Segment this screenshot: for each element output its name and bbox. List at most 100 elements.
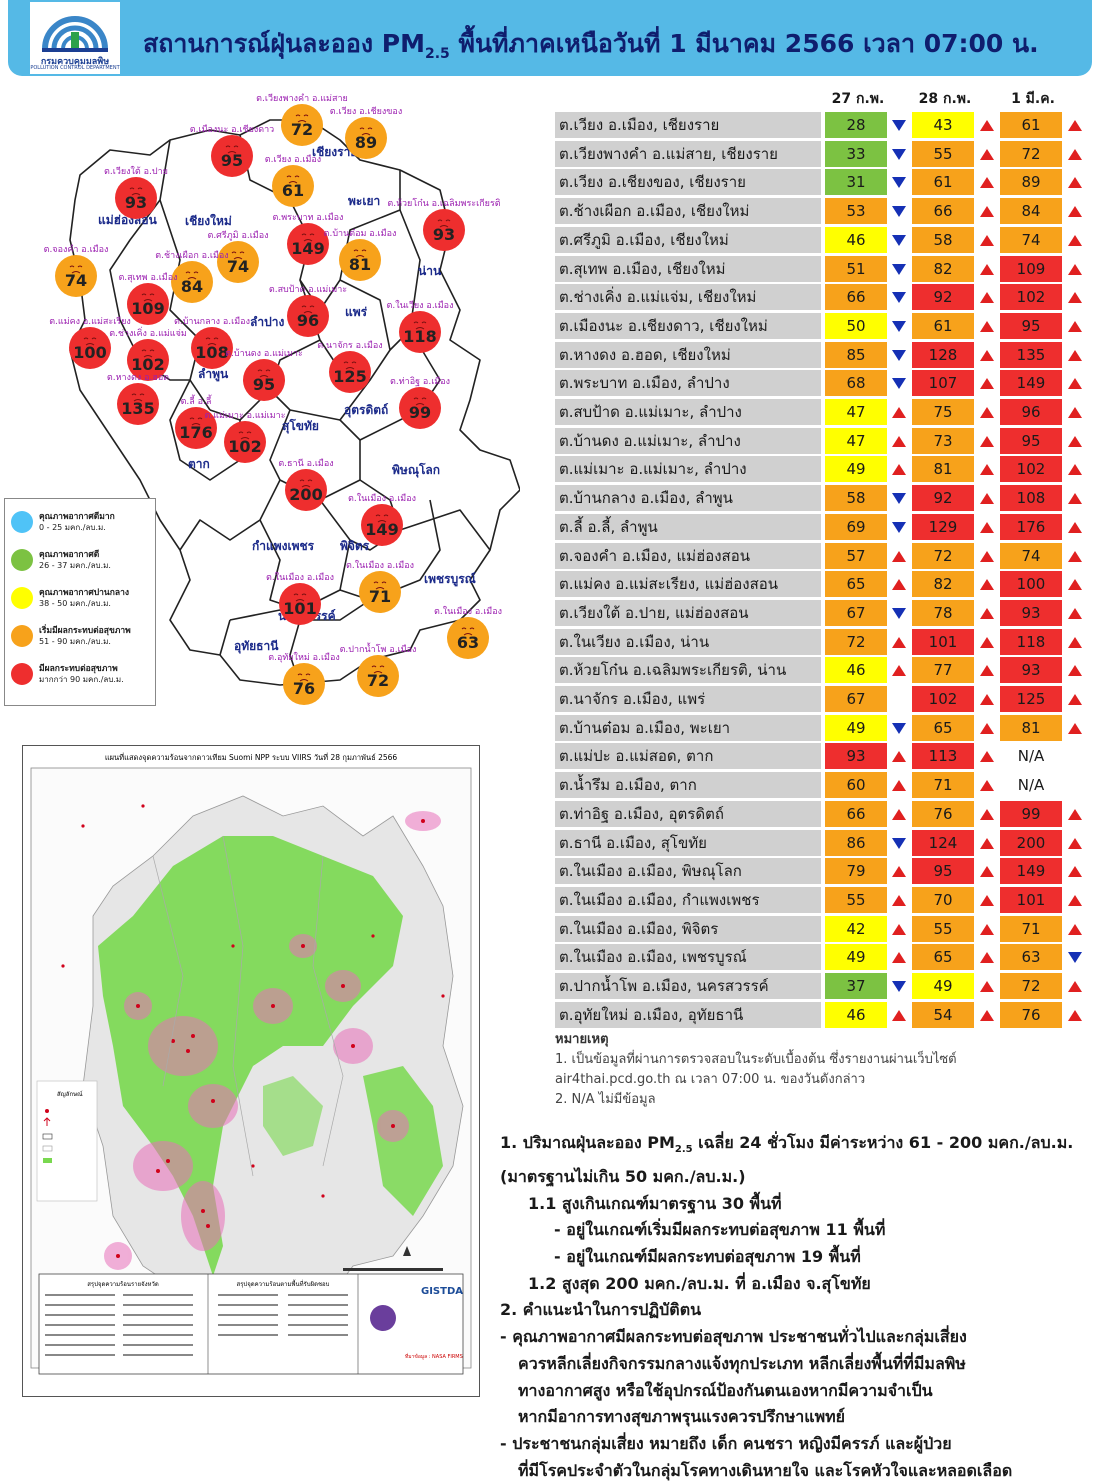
trend-up-icon [980, 320, 994, 332]
table-row: ต.ในเมือง อ.เมือง, เพชรบูรณ์ 49 65 63 [555, 944, 1085, 971]
station-name: ต.บ้านดง อ.แม่เมาะ [225, 348, 303, 359]
trend-up-icon [892, 923, 906, 935]
station-circle [339, 239, 381, 281]
table-row: ต.หางดง อ.ฮอด, เชียงใหม่ 85 128 135 [555, 341, 1085, 368]
north-arrow-icon [403, 1246, 411, 1256]
table-row: ต.เวียงพางคำ อ.แม่สาย, เชียงราย 33 55 72 [555, 140, 1085, 167]
trend-down-icon [892, 292, 906, 304]
trend-up-icon [980, 722, 994, 734]
station-circle [287, 223, 329, 265]
station-name: ต.ในเมือง อ.เมือง [346, 560, 414, 571]
legend-item: คุณภาพอากาศปานกลาง 38 - 50 มคก./ลบ.ม. [11, 585, 151, 615]
station-value: 176 [179, 423, 212, 442]
hotspot-points [61, 804, 445, 1258]
data-source: ที่มาข้อมูล : NASA FIRMS [405, 1353, 463, 1360]
sad-face-icon [141, 293, 155, 302]
province-label: น่าน [418, 264, 442, 278]
trend-up-icon [1068, 1009, 1082, 1021]
station-circle [127, 339, 169, 381]
station-value: 72 [367, 671, 389, 690]
sad-face-icon [461, 627, 475, 636]
trend-up-icon [892, 636, 906, 648]
trend-up-icon [1068, 378, 1082, 390]
station-marker: 102 ต.ช่างเคิ่ง อ.แม่แจ่ม [109, 326, 187, 381]
station-value: 63 [457, 633, 479, 652]
sad-face-icon [373, 581, 387, 590]
pm25-value-cell: 60 [825, 772, 887, 799]
legend-dot [11, 587, 33, 609]
legend-dot [11, 625, 33, 647]
agency-logo-icon [370, 1305, 396, 1331]
notes-line: 2. N/A ไม่มีข้อมูล [555, 1092, 656, 1107]
trend-up-icon [892, 579, 906, 591]
pm25-value-cell: 43 [912, 112, 974, 138]
station-marker: 96 ต.สบป้าด อ.แม่เมาะ [269, 284, 347, 337]
legend-item: มีผลกระทบต่อสุขภาพ มากกว่า 90 มคก./ลบ.ม. [11, 661, 151, 691]
station-label: ต.เวียงใต้ อ.ปาย, แม่ฮ่องสอน [555, 599, 821, 626]
trend-up-icon [980, 493, 994, 505]
pm25-value-cell: 76 [912, 800, 974, 827]
station-value: 96 [297, 311, 319, 330]
province-label: เพชรบูรณ์ [424, 572, 476, 587]
trend-up-icon [892, 866, 906, 878]
hotspot-legend-box [36, 1080, 98, 1202]
station-marker: 72 ต.ปากน้ำโพ อ.เมือง [340, 642, 416, 697]
station-label: ต.สุเทพ อ.เมือง, เชียงใหม่ [555, 255, 821, 282]
logo-subtext: POLLUTION CONTROL DEPARTMENT [30, 65, 120, 71]
summary-line: 1. ปริมาณฝุ่นละออง PM2.5 เฉลี่ย 24 ชั่วโ… [500, 1133, 1074, 1156]
station-circle [217, 241, 259, 283]
pm25-value-cell: 66 [825, 284, 887, 311]
station-name: ต.ช่างเคิ่ง อ.แม่แจ่ม [109, 326, 187, 339]
station-circle [329, 351, 371, 393]
legend-item: คุณภาพอากาศดี 26 - 37 มคก./ลบ.ม. [11, 547, 151, 577]
trend-up-icon [1068, 808, 1082, 820]
sad-face-icon [257, 369, 271, 378]
pm25-value-cell: 61 [1000, 112, 1062, 138]
trend-down-icon [892, 607, 906, 619]
trend-up-icon [892, 665, 906, 677]
trend-up-icon [1068, 493, 1082, 505]
legend-dot [11, 549, 33, 571]
pm25-value-cell: 37 [825, 973, 887, 999]
table-row: ต.บ้านกลาง อ.เมือง, ลำพูน 58 92 108 [555, 485, 1085, 512]
station-value: 100 [73, 343, 106, 362]
table-row: ต.พระบาท อ.เมือง, ลำปาง 68 107 149 [555, 370, 1085, 397]
station-value: 71 [369, 587, 391, 606]
sad-face-icon [83, 337, 97, 346]
pm25-value-cell: 92 [912, 485, 974, 512]
trend-up-icon [980, 1009, 994, 1021]
logo-text: กรมควบคุมมลพิษ [40, 57, 110, 67]
trend-up-icon [892, 464, 906, 476]
pm25-value-cell: 46 [825, 1001, 887, 1028]
pm25-value-cell: 108 [1000, 485, 1062, 512]
station-circle [191, 327, 233, 369]
station-circle [115, 177, 157, 219]
trend-up-icon [980, 952, 994, 964]
table-row: ต.เมืองนะ อ.เชียงดาว, เชียงใหม่ 50 61 95 [555, 312, 1085, 339]
pm25-value-cell: 71 [1000, 915, 1062, 942]
pm25-value-cell: 55 [825, 886, 887, 913]
station-label: ต.ปากน้ำโพ อ.เมือง, นครสวรรค์ [555, 973, 821, 999]
province-label: กำแพงเพชร [252, 539, 315, 553]
trend-up-icon [892, 952, 906, 964]
station-value: 200 [289, 485, 322, 504]
pm25-value-cell: 33 [825, 140, 887, 167]
table-row: ต.เวียง อ.เชียงของ, เชียงราย 31 61 89 [555, 169, 1085, 196]
province-label: เชียงใหม่ [185, 213, 232, 228]
province-label: พิจิตร [340, 539, 370, 553]
trend-up-icon [980, 234, 994, 246]
trend-up-icon [1068, 579, 1082, 591]
pm25-value-cell: 76 [1000, 1001, 1062, 1028]
station-label: ต.ห้วยโก๋น อ.เฉลิมพระเกียรติ, น่าน [555, 657, 821, 684]
table-row: ต.น้ำรึม อ.เมือง, ตาก 60 71 N/A [555, 772, 1085, 799]
station-label: ต.ช่างเคิ่ง อ.แม่แจ่ม, เชียงใหม่ [555, 284, 821, 311]
pm25-value-cell: 109 [1000, 255, 1062, 282]
pm25-value-cell: 54 [912, 1001, 974, 1028]
trend-up-icon [1068, 292, 1082, 304]
table-row: ต.ท่าอิฐ อ.เมือง, อุตรดิตถ์ 66 76 99 [555, 800, 1085, 827]
pm25-value-cell: N/A [1000, 772, 1062, 799]
legend-range: 51 - 90 มคก./ลบ.ม. [39, 637, 111, 646]
trend-up-icon [1068, 866, 1082, 878]
station-name: ต.จองคำ อ.เมือง [44, 244, 109, 255]
notes: หมายเหตุ 1. เป็นข้อมูลที่ผ่านการตรวจสอบใ… [555, 1030, 957, 1110]
